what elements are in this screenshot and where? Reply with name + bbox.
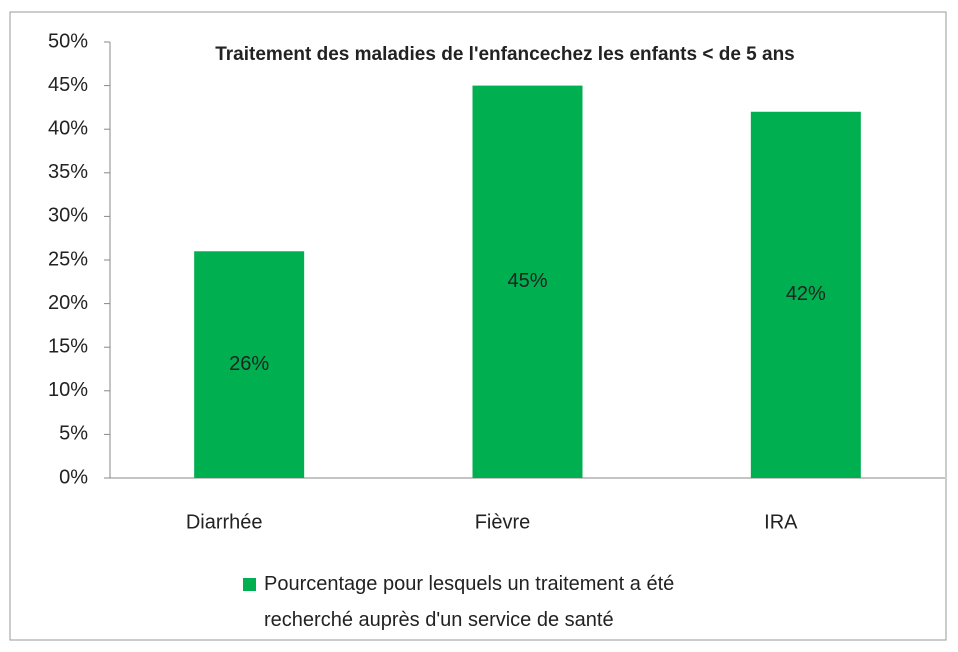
bar	[750, 111, 861, 478]
y-tick-label: 20%	[48, 292, 88, 314]
x-tick-label: Fièvre	[475, 511, 531, 533]
y-tick-label: 35%	[48, 161, 88, 183]
value-label: 45%	[507, 270, 547, 292]
y-tick-label: 50%	[48, 30, 88, 52]
legend-swatch	[243, 578, 256, 591]
y-tick-label: 25%	[48, 248, 88, 270]
value-label: 26%	[229, 353, 269, 375]
y-tick-label: 0%	[59, 466, 88, 488]
x-tick-label: IRA	[764, 511, 798, 533]
y-tick-label: 5%	[59, 423, 88, 445]
legend-label: Pourcentage pour lesquels un traitement …	[264, 573, 680, 631]
y-tick-label: 10%	[48, 379, 88, 401]
bar	[472, 85, 583, 478]
x-tick-label: Diarrhée	[186, 511, 263, 533]
y-tick-label: 40%	[48, 117, 88, 139]
y-tick-label: 30%	[48, 205, 88, 227]
chart-title: Traitement des maladies de l'enfancechez…	[215, 44, 795, 65]
y-tick-label: 45%	[48, 74, 88, 96]
value-label: 42%	[786, 283, 826, 305]
y-tick-label: 15%	[48, 335, 88, 357]
bar	[194, 251, 305, 478]
